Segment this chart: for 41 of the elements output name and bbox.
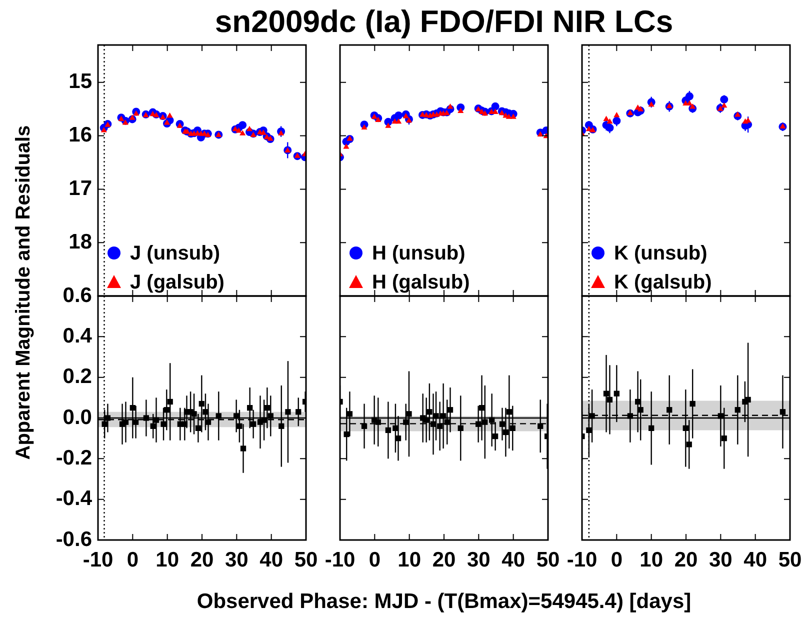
y-tick-label: 15 xyxy=(68,70,92,94)
legend-label: H (unsub) xyxy=(372,242,466,265)
y-tick-label: -0.6 xyxy=(56,528,92,551)
y-tick-label: 0.0 xyxy=(62,406,92,429)
x-tick-label: 0 xyxy=(126,548,139,572)
y-tick-label: 0.2 xyxy=(62,365,92,388)
y-axis-title: Apparent Magnitude and Residuals xyxy=(12,125,36,460)
text: sn2009dc (Ia) FDO/FDI NIR LCs xyxy=(214,4,674,40)
legend-label: H (galsub) xyxy=(372,272,470,294)
legend-label: K (galsub) xyxy=(614,272,712,294)
x-tick-label: 50 xyxy=(536,548,560,572)
x-axis-title: Observed Phase: MJD - (T(Bmax)=54945.4) [days] xyxy=(196,590,692,614)
legend-label: K (unsub) xyxy=(614,242,708,265)
x-tick-label: -10 xyxy=(566,548,598,572)
y-tick-label: 0.4 xyxy=(62,324,92,348)
x-tick-label: 10 xyxy=(156,548,180,572)
x-tick-label: 40 xyxy=(502,548,526,572)
legend-label: J (unsub) xyxy=(130,242,220,265)
x-tick-label: 50 xyxy=(778,548,802,572)
x-tick-label: 50 xyxy=(294,548,318,572)
x-tick-label: 0 xyxy=(368,548,381,572)
x-tick-label: 20 xyxy=(674,548,698,572)
y-tick-label: -0.4 xyxy=(56,487,92,510)
legend-label: J (galsub) xyxy=(130,272,224,294)
y-tick-label: 18 xyxy=(68,230,92,254)
x-tick-label: 40 xyxy=(744,548,768,572)
x-tick-label: -10 xyxy=(82,548,114,572)
x-tick-label: 0 xyxy=(610,548,623,572)
y-tick-label: 0.6 xyxy=(62,284,92,307)
x-tick-label: 30 xyxy=(224,548,248,572)
x-tick-label: 30 xyxy=(708,548,732,572)
x-tick-label: 20 xyxy=(190,548,214,572)
y-tick-label: 16 xyxy=(68,124,92,147)
x-tick-label: 10 xyxy=(398,548,422,572)
y-tick-label: -0.2 xyxy=(56,446,92,470)
x-tick-label: 30 xyxy=(466,548,490,572)
y-tick-label: 17 xyxy=(68,176,92,200)
x-tick-label: 40 xyxy=(260,548,284,572)
x-tick-label: 10 xyxy=(640,548,664,572)
x-tick-label: -10 xyxy=(324,548,356,572)
x-tick-label: 20 xyxy=(432,548,456,572)
